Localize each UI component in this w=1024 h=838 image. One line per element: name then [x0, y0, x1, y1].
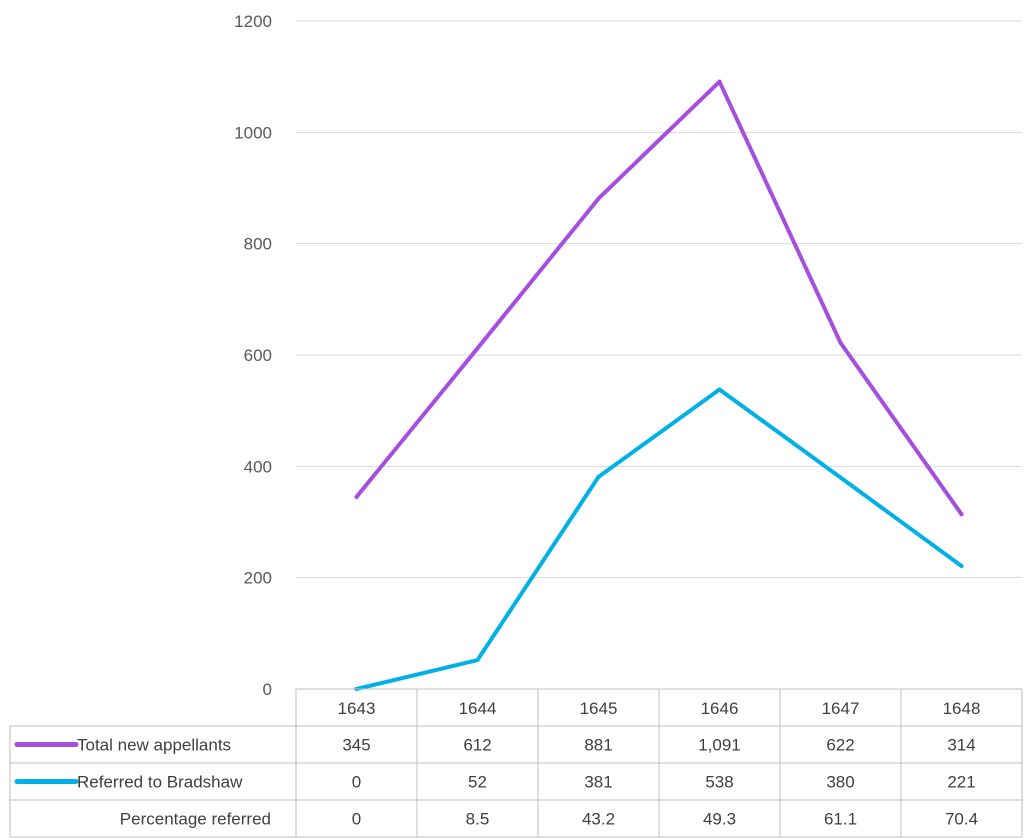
data-point — [838, 475, 843, 480]
data-label: 538 — [705, 773, 733, 792]
data-label: 8.5 — [466, 810, 490, 829]
gridlines — [296, 20, 1022, 690]
y-tick-label: 800 — [244, 235, 272, 254]
data-label: 345 — [342, 736, 370, 755]
data-point — [959, 563, 964, 568]
legend-label: Referred to Bradshaw — [77, 773, 243, 792]
data-label: 1,091 — [698, 736, 741, 755]
data-label: 221 — [947, 773, 975, 792]
y-tick-label: 0 — [263, 680, 272, 699]
data-label: 622 — [826, 736, 854, 755]
data-label: 49.3 — [703, 810, 736, 829]
data-point — [717, 79, 722, 84]
series-line-referred-to-bradshaw — [354, 387, 964, 691]
x-tick-label: 1648 — [943, 699, 981, 718]
data-point — [354, 494, 359, 499]
data-point — [475, 658, 480, 663]
x-tick-label: 1646 — [701, 699, 739, 718]
data-label: 381 — [584, 773, 612, 792]
data-label: 61.1 — [824, 810, 857, 829]
y-tick-label: 1200 — [234, 12, 272, 31]
data-label: 881 — [584, 736, 612, 755]
row-label: Percentage referred — [120, 810, 271, 829]
y-tick-label: 200 — [244, 569, 272, 588]
data-point — [596, 474, 601, 479]
data-point — [959, 512, 964, 517]
data-label: 43.2 — [582, 810, 615, 829]
x-tick-label: 1647 — [822, 699, 860, 718]
y-tick-label: 400 — [244, 457, 272, 476]
y-axis-ticks: 0 200 400 600 800 1000 1200 — [234, 12, 272, 699]
data-label: 380 — [826, 773, 854, 792]
x-tick-label: 1643 — [338, 699, 376, 718]
data-label: 70.4 — [945, 810, 978, 829]
data-label: 0 — [352, 773, 361, 792]
y-tick-label: 1000 — [234, 123, 272, 142]
series-lines — [354, 79, 964, 691]
data-label: 612 — [463, 736, 491, 755]
series-line-total-new-appellants — [354, 79, 964, 517]
data-point — [475, 346, 480, 351]
data-point — [596, 196, 601, 201]
data-label: 52 — [468, 773, 487, 792]
legend-label: Total new appellants — [77, 736, 231, 755]
x-tick-label: 1644 — [459, 699, 497, 718]
x-tick-label: 1645 — [580, 699, 618, 718]
data-label: 314 — [947, 736, 975, 755]
data-table: 1643 1644 1645 1646 1647 1648 Total new appell… — [9, 688, 1023, 838]
y-tick-label: 600 — [244, 346, 272, 365]
data-label: 0 — [352, 810, 361, 829]
data-point — [838, 340, 843, 345]
data-point — [717, 387, 722, 392]
